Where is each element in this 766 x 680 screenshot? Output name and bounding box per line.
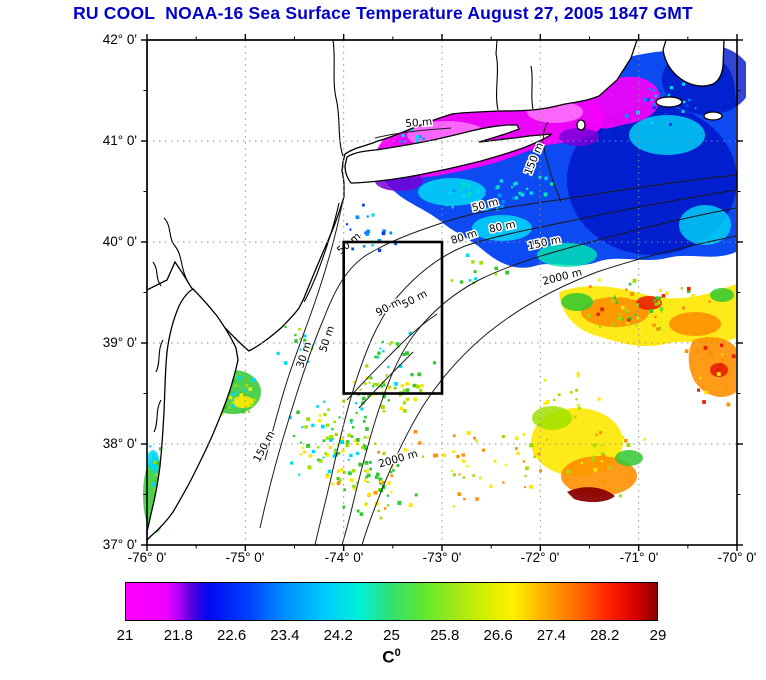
sst-delaware-yellow-fleck — [232, 396, 254, 408]
long-island-coastline — [344, 124, 553, 184]
sst-cyan-patch — [679, 205, 731, 245]
sst-orange-patch — [581, 297, 649, 327]
colorbar-tick-label: 21 — [116, 627, 134, 644]
hudson-canyon-contour — [358, 351, 414, 409]
lon-tick-label: -72° 0' — [520, 550, 560, 565]
bathymetry-contour-2000m — [361, 235, 737, 546]
sst-orange-patch — [669, 312, 721, 336]
sst-dark-red-core — [567, 487, 615, 503]
contour-label: 50 m — [405, 116, 433, 130]
colorbar-tick-label: 23.4 — [270, 627, 300, 644]
contour-label: 50 m — [335, 230, 363, 257]
bathymetry-contours — [259, 121, 737, 546]
colorbar-tick-label: 21.8 — [163, 627, 193, 644]
land-layer — [146, 39, 725, 542]
colorbar-tick-label: 28.2 — [590, 627, 620, 644]
colorbar-tick-label: 26.6 — [483, 627, 513, 644]
sst-purple-fringe — [559, 128, 599, 146]
plot-frame — [146, 39, 738, 546]
colorbar-unit-label: C0 — [125, 647, 658, 668]
lon-axis: -76° 0' -75° 0' -74° 0' -73° 0' -72° 0' … — [0, 550, 766, 570]
barnegat-bay-line — [303, 202, 340, 303]
lon-tick-label: -74° 0' — [324, 550, 364, 565]
lon-tick-label: -75° 0' — [225, 550, 265, 565]
sst-warm-eddy-orange — [561, 456, 637, 496]
delmarva-coastline — [146, 288, 239, 542]
cape-cod-coastline — [662, 39, 725, 87]
long-island-sound-contour — [374, 127, 452, 139]
sst-map-plot: 50 m 30 m 50 m 90 m 50 m 80 m 50 m 80 m … — [141, 34, 746, 551]
marthas-vineyard-island — [655, 96, 683, 108]
hudson-canyon-contour — [346, 313, 438, 401]
connecticut-river-line — [495, 39, 499, 111]
bathymetry-contour-150m-spur — [542, 121, 562, 203]
lon-tick-label: -73° 0' — [422, 550, 462, 565]
sst-warm-eddy-green — [532, 406, 572, 430]
lat-axis: 42° 0' 41° 0' 40° 0' 39° 0' 38° 0' 37° 0… — [0, 0, 142, 560]
lat-tick-label: 40° 0' — [102, 234, 137, 249]
colorbar-tick-labels: 21 21.8 22.6 23.4 24.2 25 25.8 26.6 27.4… — [117, 627, 667, 645]
lat-tick-label: 41° 0' — [102, 133, 137, 148]
colorbar-tick-label: 22.6 — [216, 627, 247, 644]
lon-tick-label: -71° 0' — [619, 550, 659, 565]
sst-cyan-patch — [629, 115, 705, 155]
colorbar-tick-label: 25.8 — [430, 627, 460, 644]
contour-label: 50 m — [400, 288, 429, 311]
colorbar-tick-label: 29 — [649, 627, 667, 644]
study-area-box — [342, 240, 444, 395]
contour-label: 2000 m — [377, 448, 419, 471]
lat-tick-label: 42° 0' — [102, 32, 137, 47]
temperature-colorbar — [125, 582, 658, 621]
chesapeake-shore-lines — [152, 261, 164, 433]
lon-tick-label: -70° 0' — [717, 550, 757, 565]
contour-label: 150 m — [251, 429, 277, 464]
contour-label: 30 m — [294, 340, 314, 369]
nantucket-island — [703, 111, 723, 121]
unit-base: C — [382, 647, 395, 667]
sst-magenta-patch-east — [589, 76, 661, 129]
sst-green-fleck — [710, 288, 734, 302]
colorbar-tick-label: 24.2 — [323, 627, 353, 644]
contour-label: 50 m — [317, 324, 337, 353]
thames-river-line — [530, 65, 534, 110]
lon-tick-label: -76° 0' — [127, 550, 167, 565]
bathymetry-contour-80m — [314, 189, 737, 546]
axis-ticks — [141, 34, 743, 551]
hudson-river-line — [332, 39, 344, 157]
sst-green-fleck — [561, 293, 593, 311]
sst-cyan-patch — [472, 215, 532, 241]
sst-teal-patch — [537, 243, 597, 267]
lat-tick-label: 38° 0' — [102, 436, 137, 451]
sst-warm-eddy-green — [615, 450, 643, 466]
contour-label: 90 m — [374, 296, 403, 319]
colorbar-tick-label: 25 — [383, 627, 400, 644]
lat-tick-label: 37° 0' — [102, 537, 137, 552]
figure-title: RU COOL NOAA-16 Sea Surface Temperature … — [73, 3, 693, 23]
contour-label: 2000 m — [541, 266, 583, 287]
delaware-river-line — [163, 217, 190, 285]
lat-tick-label: 39° 0' — [102, 335, 137, 350]
unit-superscript: 0 — [394, 647, 401, 659]
sst-chesapeake-cyan — [147, 450, 159, 470]
bathymetry-contour-30m — [264, 199, 344, 461]
colorbar-tick-label: 27.4 — [536, 627, 566, 644]
bathymetry-contour-50m — [259, 174, 737, 529]
block-island — [576, 119, 586, 131]
mainland-coastline — [146, 39, 638, 352]
